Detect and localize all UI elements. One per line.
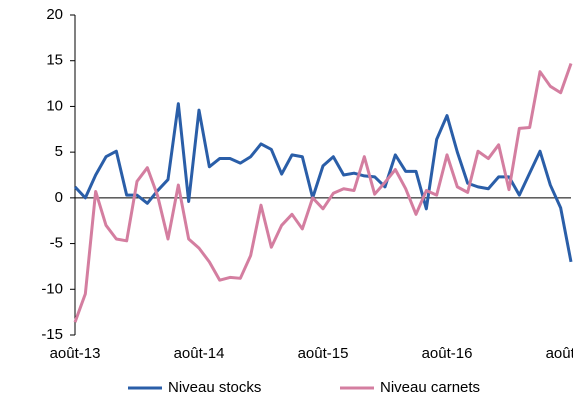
y-tick-label: 15: [46, 52, 63, 69]
line: [73, 102, 573, 263]
y-tick-label: 5: [55, 143, 63, 160]
legend-label: Niveau stocks: [168, 379, 261, 396]
legend-label: Niveau carnets: [380, 379, 480, 396]
x-tick-label: août-15: [298, 345, 349, 362]
y-tick-label: -10: [41, 280, 63, 297]
x-tick-label: août-16: [422, 345, 473, 362]
y-tick-label: 10: [46, 97, 63, 114]
y-tick-label: -15: [41, 326, 63, 343]
x-tick-label: août-17: [546, 345, 573, 362]
y-tick-label: 20: [46, 6, 63, 23]
y-tick-label: 0: [55, 189, 63, 206]
x-tick-label: août-13: [50, 345, 101, 362]
y-tick-label: -5: [50, 235, 63, 252]
line: [73, 62, 573, 323]
x-tick-label: août-14: [174, 345, 225, 362]
